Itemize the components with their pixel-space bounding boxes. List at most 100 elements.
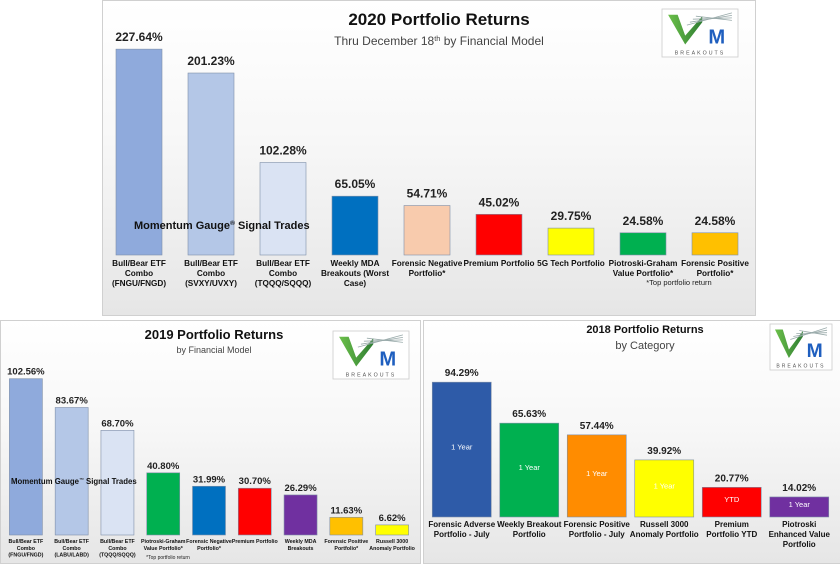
bar-period-label: 1 Year bbox=[519, 463, 541, 472]
momentum-gauge-overlay: Momentum Gauge® Signal Trades bbox=[134, 219, 310, 232]
chart-title: 2020 Portfolio Returns bbox=[348, 10, 529, 29]
bar-period-label: 1 Year bbox=[654, 481, 676, 490]
data-label: 102.56% bbox=[7, 367, 45, 378]
bar bbox=[547, 227, 595, 256]
category-label: Forensic Positive bbox=[681, 259, 749, 268]
data-label: 94.29% bbox=[445, 368, 479, 379]
category-label: Bull/Bear ETF bbox=[184, 259, 238, 268]
chart-subtitle: by Financial Model bbox=[176, 345, 251, 355]
category-label: Anomaly Portfolio bbox=[369, 546, 415, 552]
bar bbox=[187, 72, 235, 256]
category-label: Value Portfolio* bbox=[613, 269, 674, 278]
bar bbox=[403, 205, 451, 256]
data-label: 227.64% bbox=[115, 30, 163, 44]
category-label: Value Portfolio* bbox=[144, 546, 184, 552]
bar bbox=[259, 162, 307, 256]
data-label: 201.23% bbox=[187, 54, 235, 68]
data-label: 40.80% bbox=[147, 461, 180, 472]
data-label: 24.58% bbox=[695, 214, 736, 228]
chart-svg: 2020 Portfolio Returns Thru December 18th… bbox=[112, 8, 749, 288]
category-label: Portfolio* bbox=[334, 546, 359, 552]
category-label: Forensic Adverse bbox=[428, 520, 495, 529]
category-label: Portfolio* bbox=[697, 269, 735, 278]
bar bbox=[769, 496, 830, 518]
category-label: (FNGU/FNGD) bbox=[8, 553, 43, 559]
category-label: Portfolio* bbox=[409, 269, 447, 278]
category-label: Russell 3000 bbox=[376, 539, 408, 545]
vm-breakouts-logo: M BREAKOUTS bbox=[661, 8, 739, 58]
bar bbox=[701, 486, 762, 518]
category-label: (TQQQ/SQQQ) bbox=[99, 553, 136, 559]
bar-period-label: 1 Year bbox=[451, 443, 473, 452]
chart-2018-panel: 2018 Portfolio Returns by Category M BREAKO… bbox=[423, 320, 840, 564]
category-label: Combo bbox=[108, 546, 127, 552]
bar bbox=[331, 195, 379, 256]
category-label: Forensic Negative bbox=[186, 539, 232, 545]
category-label: Combo bbox=[197, 269, 225, 278]
category-label: Weekly MDA bbox=[285, 539, 317, 545]
category-label: Premium Portfolio bbox=[232, 539, 279, 545]
category-label: (TQQQ/SQQQ) bbox=[255, 279, 312, 288]
bar bbox=[115, 48, 163, 256]
bar bbox=[237, 487, 272, 536]
category-label: Forensic Positive bbox=[564, 520, 631, 529]
data-label: 65.63% bbox=[512, 409, 546, 420]
vm-breakouts-logo: M BREAKOUTS bbox=[769, 323, 833, 371]
data-label: 65.05% bbox=[335, 177, 376, 191]
bar bbox=[146, 472, 181, 536]
data-label: 24.58% bbox=[623, 214, 664, 228]
bar bbox=[192, 485, 226, 536]
data-label: 6.62% bbox=[379, 513, 406, 524]
logo-mark: M bbox=[807, 341, 823, 362]
category-label: Combo bbox=[269, 269, 297, 278]
chart-svg: 2018 Portfolio Returns by Category M BREAKO… bbox=[428, 323, 833, 549]
category-label: Portfolio - July bbox=[569, 530, 626, 539]
data-label: 54.71% bbox=[407, 187, 448, 201]
category-label: (LABU/LABD) bbox=[54, 553, 89, 559]
category-label: Premium bbox=[715, 520, 749, 529]
category-label: Forensic Negative bbox=[392, 259, 463, 268]
logo-mark: M bbox=[379, 349, 396, 371]
logo-text: BREAKOUTS bbox=[675, 51, 725, 57]
category-label: Weekly MDA bbox=[331, 259, 380, 268]
category-label: Enhanced Value bbox=[769, 530, 831, 539]
data-label: 30.70% bbox=[239, 476, 272, 487]
footnote: *Top portfolio return bbox=[146, 555, 190, 561]
chart-title: 2018 Portfolio Returns bbox=[586, 324, 703, 336]
category-label: Bull/Bear ETF bbox=[112, 259, 166, 268]
bar bbox=[54, 407, 89, 536]
bar-period-label: YTD bbox=[724, 495, 740, 504]
data-label: 14.02% bbox=[782, 483, 816, 494]
data-label: 26.29% bbox=[284, 483, 317, 494]
data-label: 11.63% bbox=[330, 505, 362, 516]
bar bbox=[431, 381, 492, 518]
category-label: 5G Tech Portfolio bbox=[537, 259, 605, 268]
category-label: Combo bbox=[17, 546, 36, 552]
category-label: Portfolio - July bbox=[434, 530, 491, 539]
bar-period-label: 1 Year bbox=[586, 469, 608, 478]
category-label: Piotroski-Graham bbox=[609, 259, 678, 268]
bar bbox=[100, 430, 135, 536]
category-label: Bull/Bear ETF bbox=[9, 539, 44, 545]
category-label: Piotroski bbox=[782, 520, 816, 529]
category-label: Breakouts bbox=[288, 546, 314, 552]
category-label: Bull/Bear ETF bbox=[54, 539, 89, 545]
bar-period-label: 1 Year bbox=[789, 500, 811, 509]
category-label: Case) bbox=[344, 279, 367, 288]
data-label: 102.28% bbox=[259, 144, 307, 158]
data-label: 83.67% bbox=[56, 396, 89, 407]
chart-2019-panel: 2019 Portfolio Returns by Financial Model… bbox=[0, 320, 421, 564]
data-label: 20.77% bbox=[715, 473, 749, 484]
data-label: 45.02% bbox=[479, 195, 520, 209]
bar bbox=[9, 378, 43, 536]
bar bbox=[634, 459, 695, 518]
logo-text: BREAKOUTS bbox=[776, 364, 825, 370]
data-label: 29.75% bbox=[551, 209, 592, 223]
category-label: Piotroski-Graham bbox=[141, 539, 186, 545]
data-label: 39.92% bbox=[647, 446, 681, 457]
category-label: Russell 3000 bbox=[640, 520, 689, 529]
bar bbox=[375, 524, 409, 536]
logo-text: BREAKOUTS bbox=[346, 373, 396, 379]
vm-breakouts-logo: M BREAKOUTS bbox=[332, 330, 410, 380]
chart-svg: 2019 Portfolio Returns by Financial Model… bbox=[7, 327, 416, 561]
